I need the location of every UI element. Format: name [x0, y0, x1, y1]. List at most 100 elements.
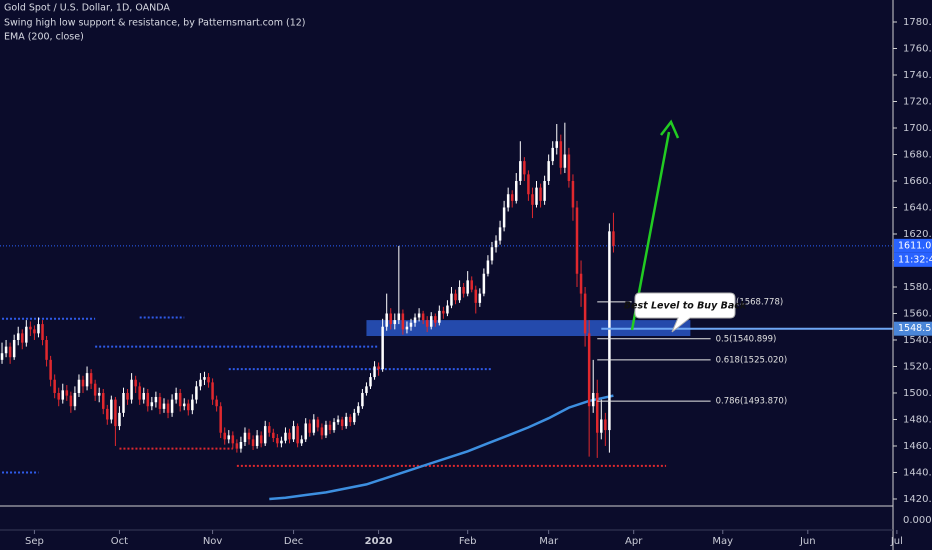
candle-body — [41, 324, 44, 340]
candle-body — [231, 435, 235, 444]
candle-body — [158, 396, 162, 409]
candle-body — [381, 326, 384, 370]
candle-body — [478, 293, 482, 303]
fib-label: 0.786(1493.870) — [716, 397, 788, 407]
candle-body — [130, 379, 133, 400]
candle-body — [134, 379, 137, 387]
candle-body — [97, 392, 101, 396]
candle-body — [421, 313, 425, 321]
candle-body — [531, 194, 534, 205]
x-tick-label: May — [712, 536, 733, 547]
y-tick-label: 1480.000 — [903, 414, 932, 425]
candle-body — [25, 326, 28, 343]
candle-body — [223, 432, 226, 440]
candle-body — [353, 412, 356, 423]
candle-body — [409, 322, 413, 327]
y-tick-label: 1460.000 — [903, 441, 932, 452]
candle-body — [434, 316, 437, 323]
y-tick-label: 1760.000 — [903, 43, 932, 54]
candle-body — [255, 435, 259, 446]
candle-body — [247, 432, 251, 440]
candle-body — [348, 416, 352, 423]
candle-body — [268, 426, 271, 433]
candle-body — [191, 399, 194, 411]
y-tick-label: 1740.000 — [903, 70, 932, 81]
candle-body — [417, 313, 421, 318]
candle-body — [369, 377, 372, 387]
y-tick-label: 1720.000 — [903, 96, 932, 107]
candle-body — [462, 286, 465, 294]
x-tick-label: Dec — [284, 536, 303, 547]
candle-body — [442, 310, 445, 314]
candle-body — [57, 392, 60, 400]
candle-body — [29, 326, 32, 330]
candle-body — [361, 392, 364, 407]
candle-body — [146, 392, 150, 407]
candle-body — [235, 443, 239, 449]
candle-body — [316, 419, 320, 428]
candle-body — [251, 439, 255, 446]
candle-body — [466, 280, 469, 294]
candle-body — [555, 141, 559, 148]
fib-label: (1568.778) — [736, 297, 783, 307]
candle-body — [389, 313, 392, 325]
candle-body — [385, 313, 388, 327]
candle-body — [365, 386, 368, 393]
last-price-label: 1611.050 — [898, 240, 932, 251]
candle-body — [405, 326, 409, 330]
candle-body — [450, 293, 453, 306]
x-tick-label: Feb — [459, 536, 477, 547]
countdown-label-box — [894, 252, 932, 267]
candle-body — [604, 419, 607, 431]
candle-body — [288, 432, 291, 440]
candle-body — [207, 377, 210, 383]
candle-body — [571, 180, 575, 208]
candle-body — [243, 432, 247, 443]
candle-body — [336, 419, 340, 423]
indicator-label: Swing high low support & resistance, by … — [4, 18, 306, 29]
indicator-label: EMA (200, close) — [4, 32, 84, 43]
y-tick-label: 1680.000 — [903, 149, 932, 160]
candle-body — [272, 432, 275, 439]
candle-body — [357, 406, 360, 413]
y-tick-label: 1440.000 — [903, 467, 932, 478]
candle-body — [377, 366, 380, 370]
y-tick-label: 1420.000 — [903, 494, 932, 505]
countdown-label: 11:32:44 — [898, 254, 932, 265]
candle-body — [81, 379, 85, 387]
candle-body — [21, 333, 24, 343]
candle-body — [77, 379, 81, 393]
support-price-label-box — [894, 321, 932, 336]
candle-body — [510, 194, 514, 201]
candle-body — [263, 426, 267, 444]
candle-body — [579, 273, 583, 294]
candle-body — [515, 180, 518, 201]
candle-body — [551, 147, 554, 162]
plot: (1568.778) 0.5(1540.899) 0.618(1525.020) 0.… — [0, 122, 893, 501]
x-tick-label: Sep — [25, 536, 44, 547]
candle-body — [486, 260, 490, 274]
chart-title: Gold Spot / U.S. Dollar, 1D, OANDA — [4, 3, 170, 14]
x-tick-label: Mar — [539, 536, 559, 547]
y-tick-label: 1580.000 — [903, 282, 932, 293]
fib-label: 0.5(1540.899) — [716, 334, 777, 344]
candle-body — [227, 435, 231, 440]
callout-text: Best Level to Buy Back — [624, 301, 747, 312]
candle-body — [332, 422, 336, 431]
candle-body — [8, 346, 12, 358]
x-tick-label: Jun — [799, 536, 816, 547]
candle-body — [296, 426, 299, 444]
candle-body — [0, 353, 4, 360]
candle-body — [101, 392, 105, 409]
candle-body — [535, 187, 538, 205]
candle-body — [69, 395, 73, 407]
candle-body — [138, 386, 141, 400]
candle-body — [106, 408, 109, 420]
candle-body — [498, 227, 502, 241]
y-tick-label: 1660.000 — [903, 176, 932, 187]
candle-body — [280, 440, 283, 444]
candle-body — [304, 423, 307, 440]
candle-body — [312, 419, 316, 433]
candle-body — [239, 442, 243, 449]
y-tick-label: 1780.000 — [903, 17, 932, 28]
